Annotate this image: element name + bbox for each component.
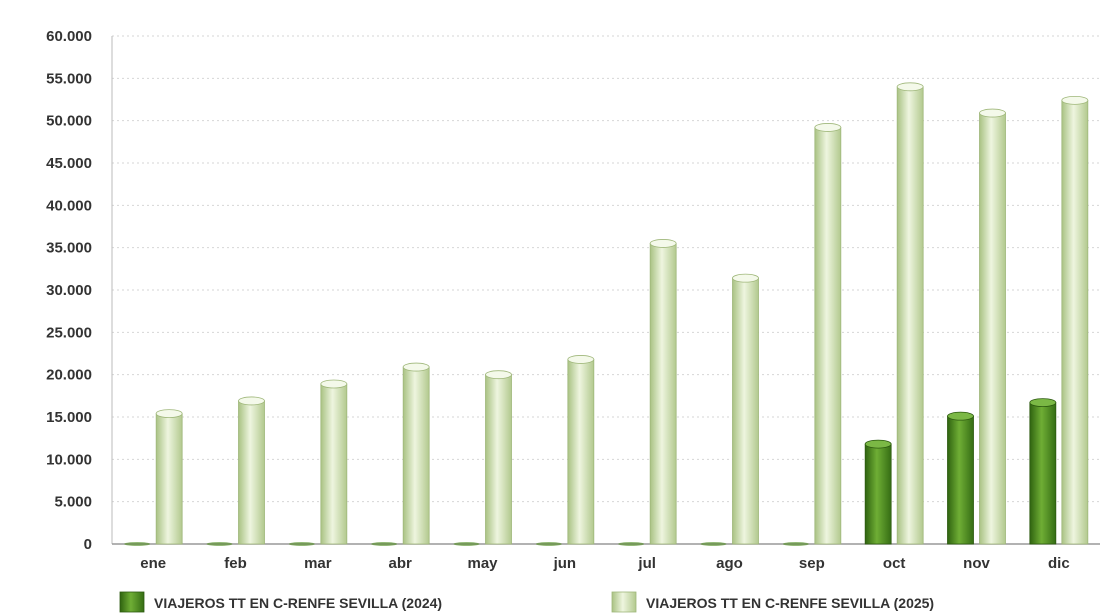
bar-cap-2025-feb bbox=[238, 396, 265, 406]
x-tick-label-dic: dic bbox=[1048, 555, 1070, 572]
y-tick-label: 20.000 bbox=[46, 367, 92, 384]
bar-cap-2024-nov bbox=[947, 411, 974, 421]
bar-cap-2025-sep bbox=[814, 123, 842, 132]
y-tick-label: 5.000 bbox=[54, 494, 92, 511]
bars bbox=[124, 82, 1089, 546]
bar-cap-2025-may bbox=[485, 370, 512, 380]
bar-cap-2025-nov bbox=[979, 108, 1006, 118]
bar-2025-ene bbox=[155, 413, 183, 545]
x-tick-label-nov: nov bbox=[963, 555, 990, 572]
y-axis-ticks: 0 5.000 10.000 15.000 20.000 25.000 30.000 35.0… bbox=[46, 28, 92, 553]
bar-2024-dic bbox=[1029, 402, 1057, 545]
bar-cap-2025-jul bbox=[649, 239, 677, 248]
bar-2025-jun bbox=[567, 359, 595, 545]
legend-swatch-2025 bbox=[611, 591, 637, 613]
bar-2024-nov bbox=[947, 415, 974, 545]
legend-label-2024: VIAJEROS TT EN C-RENFE SEVILLA (2024) bbox=[154, 595, 442, 611]
x-tick-label-jun: jun bbox=[553, 555, 577, 572]
y-tick-label: 10.000 bbox=[46, 451, 92, 468]
bar-cap-2025-ago bbox=[732, 273, 759, 283]
bar-2025-nov bbox=[979, 112, 1006, 545]
x-axis-ticks: ene feb mar abr may jun jul ago sep oct nov dic bbox=[140, 555, 1069, 572]
y-tick-label: 25.000 bbox=[46, 324, 92, 341]
bar-2025-abr bbox=[402, 366, 430, 545]
legend: VIAJEROS TT EN C-RENFE SEVILLA (2024) VIA… bbox=[119, 591, 934, 613]
x-tick-label-sep: sep bbox=[799, 555, 825, 572]
bar-base-2024-mar bbox=[288, 542, 315, 546]
y-tick-label: 55.000 bbox=[46, 70, 92, 87]
bar-2024-oct bbox=[864, 443, 892, 545]
bar-cap-2025-dic bbox=[1061, 95, 1089, 105]
legend-swatch-2024 bbox=[119, 591, 145, 613]
y-tick-label: 15.000 bbox=[46, 409, 92, 426]
bar-2025-mar bbox=[320, 383, 348, 545]
bar-base-2024-jul bbox=[618, 542, 645, 546]
x-tick-label-mar: mar bbox=[304, 555, 332, 572]
bar-base-2024-ago bbox=[700, 542, 727, 546]
legend-label-2025: VIAJEROS TT EN C-RENFE SEVILLA (2025) bbox=[646, 595, 934, 611]
bar-2025-jul bbox=[649, 243, 677, 545]
x-tick-label-feb: feb bbox=[224, 555, 247, 572]
bar-2025-ago bbox=[732, 277, 759, 545]
bar-cap-2025-abr bbox=[402, 362, 430, 372]
x-tick-label-oct: oct bbox=[883, 555, 906, 572]
bar-2025-feb bbox=[238, 400, 265, 545]
x-tick-label-ago: ago bbox=[716, 555, 743, 572]
bar-base-2024-sep bbox=[782, 542, 809, 546]
x-tick-label-jul: jul bbox=[637, 555, 656, 572]
bar-cap-2025-jun bbox=[567, 355, 595, 364]
bar-base-2024-may bbox=[453, 542, 480, 546]
x-tick-label-may: may bbox=[467, 555, 498, 572]
bar-base-2024-ene bbox=[124, 542, 151, 546]
y-tick-label: 50.000 bbox=[46, 113, 92, 130]
bar-base-2024-abr bbox=[371, 542, 398, 546]
bar-2025-sep bbox=[814, 127, 842, 545]
bar-cap-2025-ene bbox=[155, 409, 183, 419]
y-tick-label: 40.000 bbox=[46, 197, 92, 214]
y-tick-label: 35.000 bbox=[46, 240, 92, 257]
bar-cap-2025-mar bbox=[320, 379, 348, 389]
y-tick-label: 60.000 bbox=[46, 28, 92, 45]
bar-cap-2025-oct bbox=[896, 82, 924, 92]
bar-cap-2024-oct bbox=[864, 439, 892, 449]
y-tick-label: 0 bbox=[84, 536, 92, 553]
x-tick-label-ene: ene bbox=[140, 555, 166, 572]
y-tick-label: 30.000 bbox=[46, 282, 92, 299]
bar-2025-dic bbox=[1061, 99, 1089, 545]
x-tick-label-abr: abr bbox=[388, 555, 412, 572]
bar-base-2024-jun bbox=[535, 542, 562, 546]
bar-base-2024-feb bbox=[206, 542, 233, 546]
gridlines bbox=[111, 35, 1100, 545]
bar-2025-may bbox=[485, 374, 512, 545]
bar-2025-oct bbox=[896, 86, 924, 545]
y-tick-label: 45.000 bbox=[46, 155, 92, 172]
bar-cap-2024-dic bbox=[1029, 398, 1057, 408]
